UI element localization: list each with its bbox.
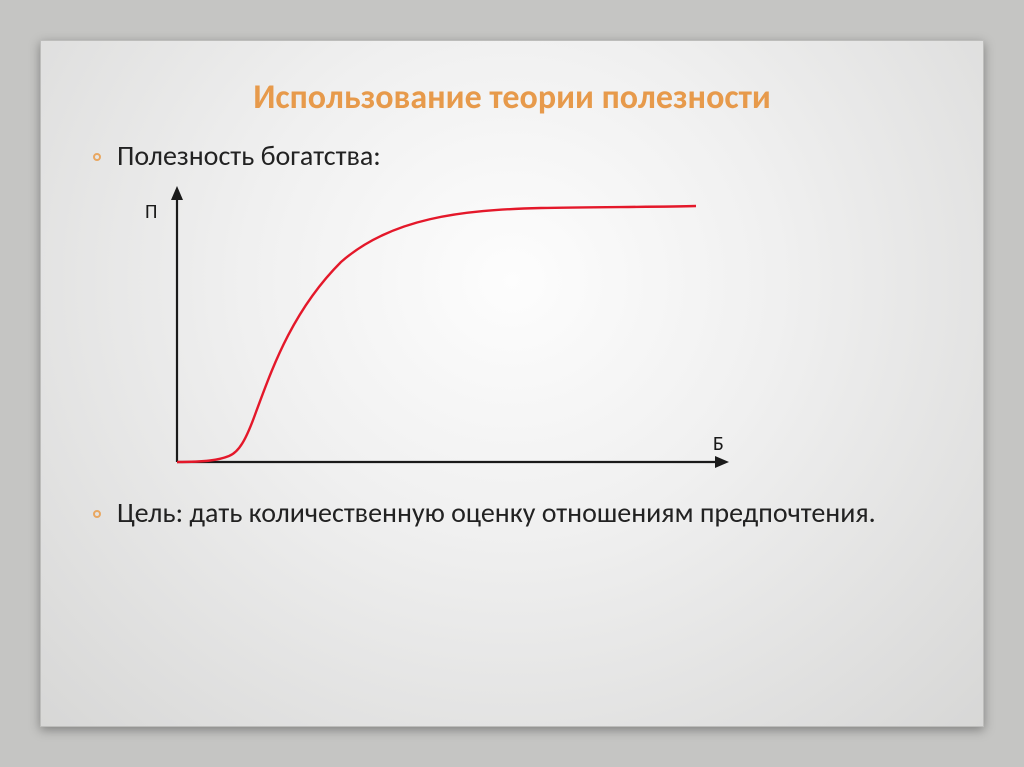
slide-outer: Использование теории полезности Полезнос… (0, 0, 1024, 767)
utility-curve (177, 206, 696, 462)
bullet-text: Полезность богатства: (117, 138, 381, 173)
slide-frame: Использование теории полезности Полезнос… (40, 40, 984, 727)
x-axis-label: Б (713, 432, 724, 456)
bullet-list-2: Цель: дать количественную оценку отношен… (91, 497, 933, 529)
bullet-list: Полезность богатства: (91, 140, 933, 172)
y-axis-arrow-icon (171, 186, 183, 200)
bullet-text: Цель: дать количественную оценку отношен… (117, 495, 876, 530)
x-axis-arrow-icon (715, 456, 729, 468)
chart-svg: П Б (121, 182, 741, 482)
slide-title: Использование теории полезности (91, 77, 933, 118)
y-axis-label: П (145, 200, 157, 224)
utility-chart: П Б (121, 182, 933, 487)
bullet-item: Полезность богатства: (91, 140, 933, 172)
bullet-item: Цель: дать количественную оценку отношен… (91, 497, 933, 529)
